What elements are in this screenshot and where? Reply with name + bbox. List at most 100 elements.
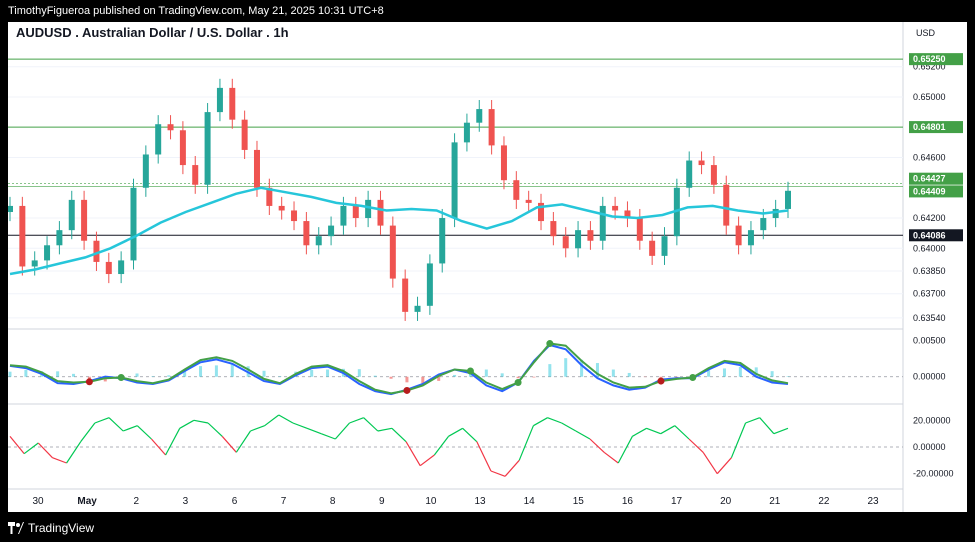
oscillator-line: [9, 342, 789, 395]
candle-body: [599, 205, 606, 241]
candle-body: [723, 184, 730, 226]
histogram-bar: [437, 376, 441, 381]
candle-body: [7, 205, 13, 212]
histogram-bar: [611, 369, 615, 377]
histogram-bar: [722, 368, 726, 377]
histogram-bar: [516, 376, 520, 379]
momentum-line-segment: [264, 414, 280, 427]
momentum-line-segment: [207, 422, 223, 437]
price-tick-label: 0.64000: [913, 243, 946, 253]
candle-body: [291, 210, 298, 222]
candle-body: [365, 199, 372, 219]
candle-body: [31, 260, 38, 267]
chart-svg[interactable]: 0.65200 0.65000 0.64600 0.64200 0.64000 0.638…: [7, 22, 967, 512]
chart-area[interactable]: AUDUSD . Australian Dollar / U.S. Dollar…: [7, 22, 967, 512]
candle-body: [747, 230, 754, 246]
time-tick-label: 8: [330, 496, 336, 507]
histogram-bar: [453, 374, 457, 377]
histogram-bar: [135, 373, 139, 377]
momentum-line-segment: [193, 419, 209, 424]
time-tick-label: 7: [281, 496, 287, 507]
momentum-line-segment: [773, 427, 789, 435]
candle-body: [772, 208, 779, 219]
histogram-bar: [8, 371, 12, 377]
histogram-bar: [199, 366, 203, 377]
momentum-line-segment: [179, 419, 195, 429]
momentum-line-segment: [306, 427, 322, 435]
candle-body: [550, 221, 557, 237]
momentum-line-segment: [462, 427, 478, 443]
momentum-line-segment: [504, 459, 520, 477]
candle-body: [155, 124, 162, 155]
candle-body: [328, 225, 335, 237]
candle-body: [130, 187, 137, 261]
histogram-bar: [532, 376, 536, 378]
candle-body: [562, 236, 569, 249]
momentum-line-segment: [561, 422, 577, 432]
histogram-bar: [262, 370, 266, 377]
momentum-line-segment: [278, 414, 294, 424]
momentum-line-segment: [688, 438, 704, 453]
price-panel[interactable]: [7, 58, 903, 321]
histogram-bar: [373, 375, 377, 377]
momentum-line-segment: [94, 417, 110, 424]
momentum-line-segment: [9, 435, 25, 455]
momentum-line-segment: [716, 457, 732, 475]
candle-body: [760, 218, 767, 231]
candle-body: [661, 236, 668, 256]
histogram-bar: [167, 375, 171, 377]
histogram-bar: [278, 376, 282, 377]
publisher-bar: TimothyFigueroa published on TradingView…: [0, 0, 975, 22]
histogram-bar: [151, 376, 155, 377]
level-label-box: [909, 53, 963, 66]
momentum-line-segment: [165, 428, 181, 456]
histogram-bar: [595, 363, 599, 377]
candle-body: [229, 87, 236, 120]
candle-body: [414, 305, 421, 312]
candle-body: [142, 154, 149, 188]
candle-body: [636, 218, 643, 241]
momentum-line-segment: [476, 441, 492, 472]
gridlines: [8, 22, 904, 512]
oscillator-tick-label: 0.00500: [913, 336, 946, 346]
crossover-dot: [689, 373, 697, 381]
candle-body: [785, 190, 791, 209]
candle-body: [315, 236, 322, 246]
crossover-dot: [657, 377, 665, 385]
candle-body: [93, 240, 100, 262]
momentum-line-segment: [292, 422, 308, 429]
candle-body: [377, 199, 384, 226]
time-tick-label: 30: [32, 496, 44, 507]
histogram-bar: [56, 371, 60, 377]
candle-body: [179, 130, 186, 166]
candle-body: [686, 160, 693, 188]
candle-body: [710, 165, 717, 185]
candle-body: [253, 149, 260, 188]
crossover-dot: [403, 386, 411, 394]
momentum-line-segment: [589, 438, 605, 453]
momentum-line-segment: [674, 425, 690, 440]
histogram-bar: [326, 369, 330, 377]
momentum-line-segment: [52, 457, 67, 464]
histogram-bar: [738, 366, 742, 377]
currency-label: USD: [915, 28, 935, 38]
histogram-bar: [230, 364, 234, 377]
time-tick-label: 9: [379, 496, 385, 507]
candle-body: [19, 205, 26, 267]
oscillator-panel[interactable]: [8, 340, 903, 396]
candle-body: [612, 205, 619, 211]
candle-body: [241, 119, 248, 150]
price-tick-label: 0.63700: [913, 289, 946, 299]
candle-body: [463, 122, 470, 143]
histogram-bar: [484, 369, 488, 377]
momentum-tick-label: 0.00000: [913, 442, 946, 452]
time-tick-label: 22: [818, 496, 830, 507]
oscillator-tick-label: 0.00000: [913, 372, 946, 382]
symbol-title: AUDUSD . Australian Dollar / U.S. Dollar…: [16, 25, 289, 40]
candle-body: [266, 187, 273, 206]
candle-body: [105, 261, 112, 275]
candle-body: [192, 165, 199, 185]
momentum-panel[interactable]: [8, 414, 903, 477]
oscillator-line: [9, 343, 789, 396]
momentum-line-segment: [575, 430, 591, 440]
